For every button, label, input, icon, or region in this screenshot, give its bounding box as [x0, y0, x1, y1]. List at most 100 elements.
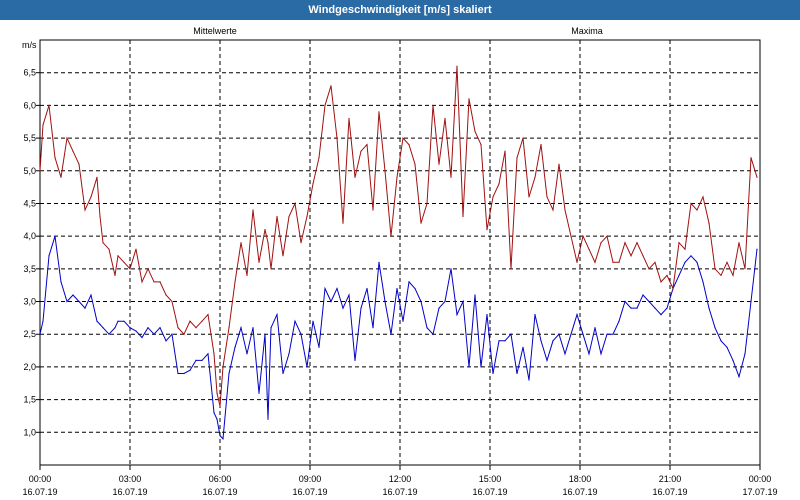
data-point: [738, 376, 740, 378]
y-tick-label: 5,5: [23, 133, 36, 143]
data-point: [189, 369, 191, 371]
y-tick-label: 6,5: [23, 68, 36, 78]
data-point: [696, 209, 698, 211]
data-point: [690, 202, 692, 205]
data-point: [624, 242, 626, 244]
data-point: [570, 333, 572, 335]
data-point: [54, 157, 56, 159]
data-point: [684, 261, 686, 263]
data-point: [618, 261, 620, 263]
series-lines: [39, 65, 758, 440]
data-point: [312, 183, 314, 185]
data-point: [696, 261, 698, 263]
data-point: [324, 287, 326, 290]
x-tick-time: 06:00: [209, 474, 232, 484]
data-point: [558, 163, 560, 165]
data-point: [159, 281, 161, 283]
data-point: [378, 261, 380, 263]
data-point: [216, 418, 218, 420]
data-point: [576, 314, 578, 316]
data-point: [258, 392, 260, 394]
y-tick-label: 6,0: [23, 100, 36, 110]
data-point: [147, 327, 149, 329]
data-point: [474, 294, 476, 296]
data-point: [510, 333, 512, 335]
x-tick-date: 16.07.19: [202, 487, 237, 497]
data-point: [606, 333, 608, 335]
data-point: [474, 130, 476, 133]
data-point: [486, 229, 488, 231]
data-point: [558, 333, 560, 335]
data-point: [522, 137, 524, 139]
data-point: [318, 346, 320, 348]
data-point: [228, 372, 230, 375]
data-point: [324, 104, 326, 106]
data-point: [612, 261, 614, 263]
data-point: [312, 320, 314, 322]
x-tick-date: 16.07.19: [652, 487, 687, 497]
data-point: [171, 333, 173, 335]
data-point: [360, 307, 362, 309]
data-point: [426, 327, 428, 329]
x-tick-time: 15:00: [479, 474, 502, 484]
legend: Mittelwerte Maxima: [193, 26, 603, 36]
x-tick-date: 16.07.19: [382, 487, 417, 497]
data-point: [492, 196, 494, 198]
data-point: [438, 307, 440, 309]
data-point: [630, 255, 632, 257]
data-point: [660, 314, 662, 316]
data-point: [216, 392, 218, 394]
data-point: [288, 215, 290, 218]
data-point: [330, 300, 332, 303]
data-point: [288, 353, 290, 355]
data-point: [201, 359, 203, 361]
series-line-mittelwerte: [39, 236, 758, 440]
data-point: [96, 176, 98, 178]
data-point: [522, 346, 524, 348]
x-tick-date: 17.07.19: [742, 487, 777, 497]
x-tick-time: 18:00: [569, 474, 592, 484]
data-point: [165, 340, 167, 342]
data-point: [147, 268, 149, 270]
data-point: [66, 137, 68, 139]
data-point: [642, 294, 644, 296]
data-point: [267, 418, 269, 420]
data-point: [72, 294, 74, 296]
y-tick-label: 5,0: [23, 166, 36, 176]
data-point: [270, 268, 272, 270]
x-tick-time: 21:00: [659, 474, 682, 484]
y-tick-label: 1,5: [23, 395, 36, 405]
data-point: [102, 242, 104, 244]
data-point: [408, 144, 410, 146]
data-point: [540, 144, 542, 146]
data-point: [348, 117, 350, 120]
data-point: [228, 327, 230, 329]
data-point: [468, 98, 470, 100]
data-point: [714, 268, 716, 270]
data-point: [366, 287, 368, 290]
data-point: [378, 111, 380, 113]
data-point: [660, 281, 662, 283]
data-point: [96, 320, 98, 322]
data-point: [684, 248, 686, 250]
data-point: [90, 294, 92, 296]
y-tick-label: 1,0: [23, 427, 36, 437]
data-point: [630, 307, 632, 309]
data-point: [726, 261, 728, 263]
data-point: [300, 242, 302, 244]
data-point: [153, 281, 155, 283]
data-point: [267, 242, 269, 244]
data-point: [42, 124, 44, 126]
data-point: [636, 307, 638, 309]
data-point: [414, 287, 416, 290]
data-point: [384, 300, 386, 303]
y-tick-label: 2,0: [23, 362, 36, 372]
data-point: [234, 281, 236, 283]
data-point: [462, 215, 464, 218]
x-tick-date: 16.07.19: [562, 487, 597, 497]
data-point: [117, 320, 119, 322]
data-point: [330, 85, 332, 87]
data-point: [702, 196, 704, 198]
data-point: [222, 366, 224, 368]
data-point: [414, 163, 416, 165]
